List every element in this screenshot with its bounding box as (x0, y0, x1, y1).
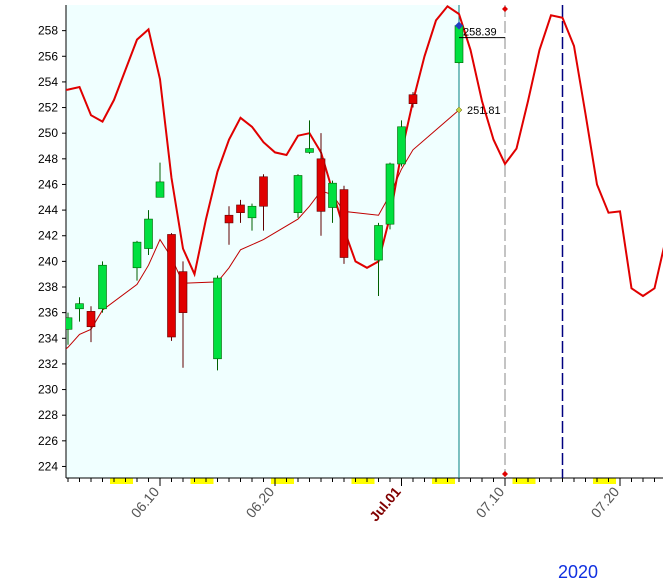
y-tick-label: 252 (38, 101, 58, 115)
candle-body (87, 311, 95, 326)
candle-body (225, 215, 233, 223)
weekend-marker (593, 478, 616, 484)
y-tick-label: 248 (38, 152, 58, 166)
candle-body (76, 304, 84, 309)
candle-body (179, 272, 187, 313)
candle-body (214, 278, 222, 359)
y-tick-label: 236 (38, 306, 58, 320)
y-tick-label: 254 (38, 75, 58, 89)
weekend-marker (191, 478, 214, 484)
y-tick-label: 242 (38, 229, 58, 243)
candle-body (340, 190, 348, 258)
weekend-marker (432, 478, 455, 484)
year-label: 2020 (558, 562, 598, 582)
y-tick-label: 250 (38, 126, 58, 140)
weekend-marker (352, 478, 375, 484)
candle-body (168, 234, 176, 337)
y-tick-label: 228 (38, 408, 58, 422)
candle-body (398, 127, 406, 164)
y-tick-label: 232 (38, 357, 58, 371)
y-tick-label: 244 (38, 203, 58, 217)
y-tick-label: 258 (38, 24, 58, 38)
y-tick-label: 240 (38, 254, 58, 268)
candle-body (260, 177, 268, 206)
average-label: 251.81 (467, 105, 501, 117)
y-tick-label: 234 (38, 331, 58, 345)
weekend-marker (271, 478, 294, 484)
candle-body (248, 206, 256, 218)
close-label: 258.39 (463, 27, 497, 39)
candle-body (409, 95, 417, 104)
history-background (66, 5, 459, 478)
candle-body (455, 26, 463, 63)
y-tick-label: 238 (38, 280, 58, 294)
y-tick-label: 256 (38, 49, 58, 63)
candle-body (317, 159, 325, 212)
weekend-marker (513, 478, 536, 484)
candle-body (386, 164, 394, 224)
candle-body (306, 149, 314, 153)
weekend-marker (110, 478, 133, 484)
candle-body (156, 182, 164, 197)
y-tick-label: 226 (38, 434, 58, 448)
candle-body (237, 205, 245, 213)
y-tick-label: 230 (38, 383, 58, 397)
candle-body (99, 265, 107, 309)
candle-body (329, 183, 337, 207)
y-tick-label: 224 (38, 459, 58, 473)
y-tick-label: 246 (38, 177, 58, 191)
candle-body (145, 219, 153, 248)
candle-body (133, 242, 141, 268)
candle-body (375, 225, 383, 260)
candle-body (294, 175, 302, 212)
